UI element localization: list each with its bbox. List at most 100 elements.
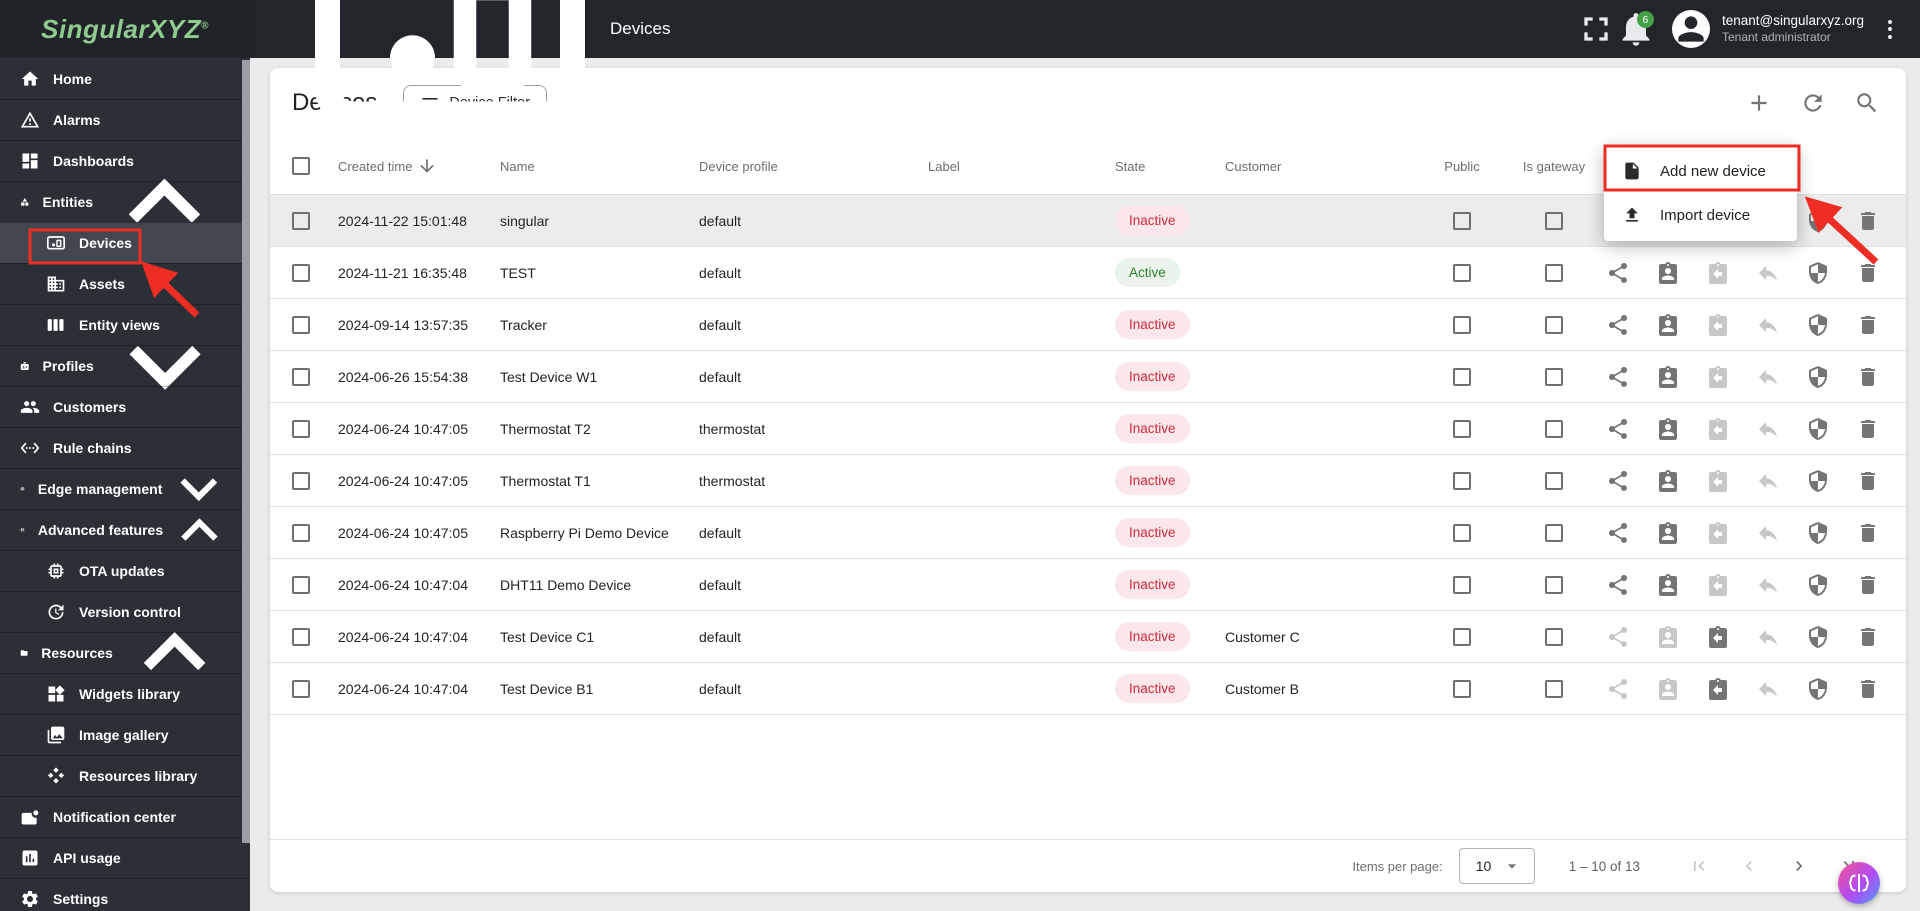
items-per-page-select[interactable]: 10 <box>1458 848 1535 884</box>
unassign-customer-icon[interactable] <box>1706 625 1730 649</box>
manage-credentials-icon[interactable] <box>1806 469 1830 493</box>
share-icon[interactable] <box>1606 365 1630 389</box>
public-checkbox[interactable] <box>1453 263 1471 282</box>
table-row[interactable]: 2024-06-24 10:47:05 Raspberry Pi Demo Dev… <box>270 507 1906 559</box>
public-checkbox[interactable] <box>1453 627 1471 646</box>
sidebar-item-settings[interactable]: Settings <box>0 878 250 911</box>
public-checkbox[interactable] <box>1453 211 1471 230</box>
share-icon[interactable] <box>1606 417 1630 441</box>
table-row[interactable]: 2024-06-24 10:47:05 Thermostat T1 thermost… <box>270 455 1906 507</box>
sidebar-item-resources-library[interactable]: Resources library <box>0 755 250 796</box>
manage-credentials-icon[interactable] <box>1806 677 1830 701</box>
fullscreen-button[interactable] <box>1576 9 1616 49</box>
is-gateway-checkbox[interactable] <box>1545 315 1563 334</box>
assign-customer-icon[interactable] <box>1656 573 1680 597</box>
manage-credentials-icon[interactable] <box>1806 625 1830 649</box>
menu-item-import-device[interactable]: Import device <box>1604 193 1797 237</box>
sidebar-item-widgets-library[interactable]: Widgets library <box>0 673 250 714</box>
share-icon[interactable] <box>1606 469 1630 493</box>
share-icon[interactable] <box>1606 573 1630 597</box>
delete-icon[interactable] <box>1856 209 1880 233</box>
is-gateway-checkbox[interactable] <box>1545 419 1563 438</box>
share-icon[interactable] <box>1606 261 1630 285</box>
delete-icon[interactable] <box>1856 573 1880 597</box>
column-header-name[interactable]: Name <box>500 158 535 174</box>
column-header-device-profile[interactable]: Device profile <box>699 158 778 174</box>
public-checkbox[interactable] <box>1453 679 1471 698</box>
avatar[interactable] <box>1671 10 1710 48</box>
table-row[interactable]: 2024-06-24 10:47:05 Thermostat T2 thermost… <box>270 403 1906 455</box>
table-row[interactable]: 2024-11-21 16:35:48 TEST default Active <box>270 247 1906 299</box>
is-gateway-checkbox[interactable] <box>1545 523 1563 542</box>
delete-icon[interactable] <box>1856 365 1880 389</box>
delete-icon[interactable] <box>1856 469 1880 493</box>
assign-customer-icon[interactable] <box>1656 521 1680 545</box>
table-row[interactable]: 2024-06-24 10:47:04 Test Device C1 default… <box>270 611 1906 663</box>
is-gateway-checkbox[interactable] <box>1545 627 1563 646</box>
assign-customer-icon[interactable] <box>1656 261 1680 285</box>
public-checkbox[interactable] <box>1453 419 1471 438</box>
row-checkbox[interactable] <box>292 367 310 386</box>
sidebar-item-edge-management[interactable]: Edge management <box>0 468 250 509</box>
sidebar-item-entities[interactable]: Entities <box>0 178 250 223</box>
row-checkbox[interactable] <box>292 627 310 646</box>
share-icon[interactable] <box>1606 313 1630 337</box>
extension-icon[interactable] <box>1838 862 1880 904</box>
more-options-button[interactable] <box>1878 12 1902 47</box>
sidebar-item-devices[interactable]: Devices <box>0 222 250 263</box>
row-checkbox[interactable] <box>292 211 310 230</box>
notifications-button[interactable]: 6 <box>1616 9 1656 49</box>
row-checkbox[interactable] <box>292 419 310 438</box>
is-gateway-checkbox[interactable] <box>1545 367 1563 386</box>
refresh-button[interactable] <box>1800 90 1826 116</box>
sidebar-item-resources[interactable]: Resources <box>0 632 250 673</box>
public-checkbox[interactable] <box>1453 471 1471 490</box>
manage-credentials-icon[interactable] <box>1806 417 1830 441</box>
sidebar-item-api-usage[interactable]: API usage <box>0 837 250 878</box>
manage-credentials-icon[interactable] <box>1806 209 1830 233</box>
column-header-label[interactable]: Label <box>928 158 960 174</box>
chevron-right-button[interactable] <box>1786 853 1812 879</box>
delete-icon[interactable] <box>1856 417 1880 441</box>
column-header-created-time[interactable]: Created time <box>338 156 500 176</box>
delete-icon[interactable] <box>1856 677 1880 701</box>
search-button[interactable] <box>1854 90 1880 116</box>
delete-icon[interactable] <box>1856 313 1880 337</box>
share-icon[interactable] <box>1606 521 1630 545</box>
sidebar-item-alarms[interactable]: Alarms <box>0 99 250 140</box>
manage-credentials-icon[interactable] <box>1806 313 1830 337</box>
public-checkbox[interactable] <box>1453 575 1471 594</box>
sidebar-item-dashboards[interactable]: Dashboards <box>0 140 250 181</box>
row-checkbox[interactable] <box>292 263 310 282</box>
is-gateway-checkbox[interactable] <box>1545 471 1563 490</box>
sidebar-item-profiles[interactable]: Profiles <box>0 345 250 390</box>
row-checkbox[interactable] <box>292 471 310 490</box>
assign-customer-icon[interactable] <box>1656 469 1680 493</box>
menu-item-add-new-device[interactable]: Add new device <box>1604 149 1797 193</box>
is-gateway-checkbox[interactable] <box>1545 263 1563 282</box>
is-gateway-checkbox[interactable] <box>1545 575 1563 594</box>
sidebar-scrollbar[interactable] <box>242 60 250 843</box>
assign-customer-icon[interactable] <box>1656 313 1680 337</box>
column-header-public[interactable]: Public <box>1444 158 1480 174</box>
delete-icon[interactable] <box>1856 261 1880 285</box>
sidebar-item-image-gallery[interactable]: Image gallery <box>0 714 250 755</box>
is-gateway-checkbox[interactable] <box>1545 211 1563 230</box>
sidebar-item-home[interactable]: Home <box>0 58 250 99</box>
column-header-state[interactable]: State <box>1115 158 1146 174</box>
delete-icon[interactable] <box>1856 521 1880 545</box>
sidebar-item-rule-chains[interactable]: Rule chains <box>0 427 250 468</box>
public-checkbox[interactable] <box>1453 315 1471 334</box>
sidebar-item-customers[interactable]: Customers <box>0 386 250 427</box>
sidebar-item-ota-updates[interactable]: OTA updates <box>0 550 250 591</box>
sidebar-item-advanced-features[interactable]: Advanced features <box>0 509 250 550</box>
assign-customer-icon[interactable] <box>1656 365 1680 389</box>
unassign-customer-icon[interactable] <box>1706 677 1730 701</box>
add-device-button[interactable] <box>1746 90 1772 116</box>
row-checkbox[interactable] <box>292 575 310 594</box>
manage-credentials-icon[interactable] <box>1806 261 1830 285</box>
manage-credentials-icon[interactable] <box>1806 521 1830 545</box>
sidebar-item-version-control[interactable]: Version control <box>0 591 250 632</box>
delete-icon[interactable] <box>1856 625 1880 649</box>
row-checkbox[interactable] <box>292 523 310 542</box>
